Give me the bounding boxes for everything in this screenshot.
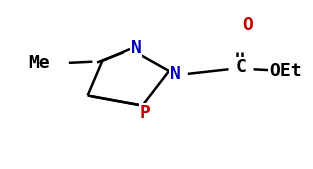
Text: C: C: [236, 58, 246, 76]
Text: N: N: [131, 39, 141, 57]
Text: OEt: OEt: [269, 62, 302, 80]
Text: Me: Me: [28, 54, 50, 72]
Text: N: N: [170, 65, 181, 82]
Text: O: O: [242, 16, 253, 33]
Text: P: P: [140, 104, 151, 122]
